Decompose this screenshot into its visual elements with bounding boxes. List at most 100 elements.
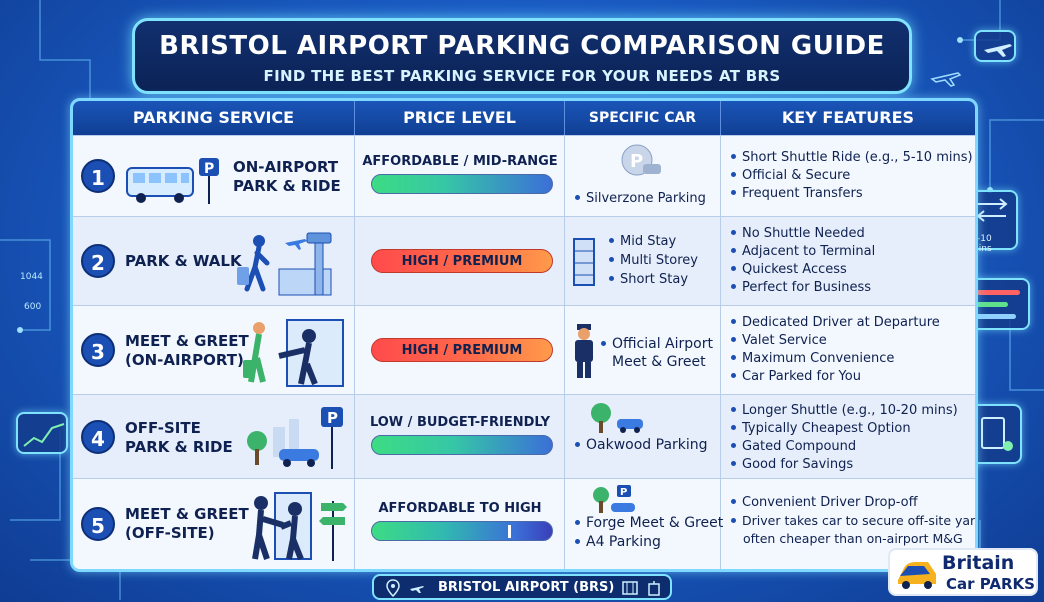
features-cell: No Shuttle Needed Adjacent to Terminal Q… (721, 217, 975, 305)
feature-item: Typically Cheapest Option (731, 421, 911, 436)
service-cell: 5 MEET & GREET (OFF-SITE) (73, 479, 355, 569)
features-cell: Dedicated Driver at Departure Valet Serv… (721, 306, 975, 394)
price-badge-premium: HIGH / PREMIUM (371, 249, 553, 273)
car-park-name: Forge Meet & Greet (586, 515, 724, 531)
service-label-line2: (OFF-SITE) (125, 524, 215, 542)
svg-text:P: P (204, 161, 214, 177)
bullet-icon (731, 373, 736, 378)
feature-item: Valet Service (731, 333, 827, 348)
bullet-icon (731, 284, 736, 289)
features-cell: Longer Shuttle (e.g., 10-20 mins) Typica… (721, 395, 975, 478)
bullet-icon (731, 248, 736, 253)
feature-text: Gated Compound (742, 439, 857, 454)
feature-item: Longer Shuttle (e.g., 10-20 mins) (731, 403, 958, 418)
bullet-icon (731, 355, 736, 360)
bullet-icon (575, 195, 580, 200)
driver-icon (575, 324, 593, 378)
car-park-name: A4 Parking (586, 534, 661, 550)
feature-item: often cheaper than on-airport M&G (743, 531, 963, 546)
car-parks-cell: Oakwood Parking (565, 395, 721, 478)
svg-text:P: P (630, 151, 643, 172)
bar-blue (972, 314, 1016, 319)
map-icon (622, 581, 638, 595)
car-park-item: Silverzone Parking (575, 191, 706, 206)
price-cell: AFFORDABLE / MID-RANGE (355, 136, 565, 216)
car-park-name: Short Stay (620, 272, 689, 287)
service-label-line2: PARK & RIDE (125, 438, 233, 456)
shuttle-time-label: 5–10 mins (970, 234, 992, 254)
table-row: 1 P ON-AIRPORT PARK & RIDE AFFORDABLE / … (73, 135, 975, 216)
car-park-item: A4 Parking (575, 534, 661, 550)
plane-icon (410, 586, 424, 593)
side-number-2: 600 (24, 302, 42, 312)
bullet-icon (731, 172, 736, 177)
price-cell: HIGH / PREMIUM (355, 306, 565, 394)
chart-widget (16, 412, 68, 454)
car-park-item: Multi Storey (609, 253, 698, 268)
bullet-icon (731, 443, 736, 448)
bullet-icon (731, 461, 736, 466)
driver-handover-icon (252, 492, 347, 561)
price-badge-premium: HIGH / PREMIUM (371, 338, 553, 362)
price-cell: HIGH / PREMIUM (355, 217, 565, 305)
price-bar-green (371, 174, 553, 194)
car-parks-cell: P Forge Meet & Greet A4 Parking (565, 479, 723, 569)
table-row: 4 OFF-SITE PARK & RIDE P LOW / BUDGET-FR… (73, 394, 975, 478)
bullet-icon (609, 257, 614, 262)
title-banner: BRISTOL AIRPORT PARKING COMPARISON GUIDE… (132, 18, 912, 94)
bar-red (972, 290, 1020, 295)
bullet-icon (575, 538, 580, 544)
feature-text: Typically Cheapest Option (742, 421, 911, 436)
bullet-icon (731, 230, 736, 235)
feature-text: often cheaper than on-airport M&G (743, 531, 963, 546)
footer-location-badge: BRISTOL AIRPORT (BRS) (372, 574, 672, 600)
feature-item: No Shuttle Needed (731, 226, 865, 241)
transfer-arrows-icon (976, 198, 1008, 222)
row-number: 5 (81, 507, 115, 541)
feature-text: Car Parked for You (742, 369, 861, 384)
service-cell: 3 MEET & GREET (ON-AIRPORT) (73, 306, 355, 394)
bullet-icon (609, 276, 614, 281)
row-number: 3 (81, 333, 115, 367)
car-logo-icon (898, 562, 936, 589)
car-park-name: Official Airport (612, 336, 713, 352)
feature-text: Short Shuttle Ride (e.g., 5-10 mins) (742, 150, 973, 165)
footer-text: BRISTOL AIRPORT (BRS) (438, 580, 615, 595)
car-park-item: Forge Meet & Greet (575, 515, 723, 531)
service-label-line1: ON-AIRPORT (233, 158, 339, 176)
service-cell: 2 PARK & WALK (73, 217, 355, 305)
car-parks-cell: Official Airport Meet & Greet (565, 306, 721, 394)
service-label-line1: OFF-SITE (125, 419, 201, 437)
bullet-icon (575, 519, 580, 525)
row-number: 2 (81, 244, 115, 278)
svg-text:P: P (327, 409, 338, 427)
price-bar-gradient (371, 521, 553, 541)
feature-text: No Shuttle Needed (742, 226, 865, 241)
tree-car-icon (591, 403, 643, 433)
car-parks-cell: P Silverzone Parking (565, 136, 721, 216)
plane-badge (974, 30, 1016, 62)
feature-text: Quickest Access (742, 262, 847, 277)
feature-item: Car Parked for You (731, 369, 861, 384)
bullet-icon (731, 337, 736, 342)
bus-icon: P (126, 158, 219, 204)
tree-parking-icon: P (593, 485, 635, 513)
service-label-line2: (ON-AIRPORT) (125, 351, 244, 369)
car-park-name: Meet & Greet (612, 354, 706, 370)
car-park-item: Short Stay (609, 272, 688, 287)
header-specific-car-parks: SPECIFIC CAR PARKS (565, 101, 721, 160)
feature-item: Official & Secure (731, 168, 850, 183)
plane-icon (984, 44, 1012, 57)
feature-text: Perfect for Business (742, 280, 872, 295)
feature-text: Official & Secure (742, 168, 851, 183)
car-park-item: Mid Stay (609, 234, 676, 249)
car-parks-cell: Mid Stay Multi Storey Short Stay (565, 217, 721, 305)
bullet-icon (731, 407, 736, 412)
service-cell: 1 P ON-AIRPORT PARK & RIDE (73, 136, 355, 216)
price-label: AFFORDABLE TO HIGH (378, 501, 542, 516)
feature-item: Maximum Convenience (731, 351, 894, 366)
bullet-icon (731, 266, 736, 271)
feature-item: Adjacent to Terminal (731, 244, 875, 259)
svg-text:P: P (620, 487, 627, 498)
feature-item: Frequent Transfers (731, 186, 863, 201)
